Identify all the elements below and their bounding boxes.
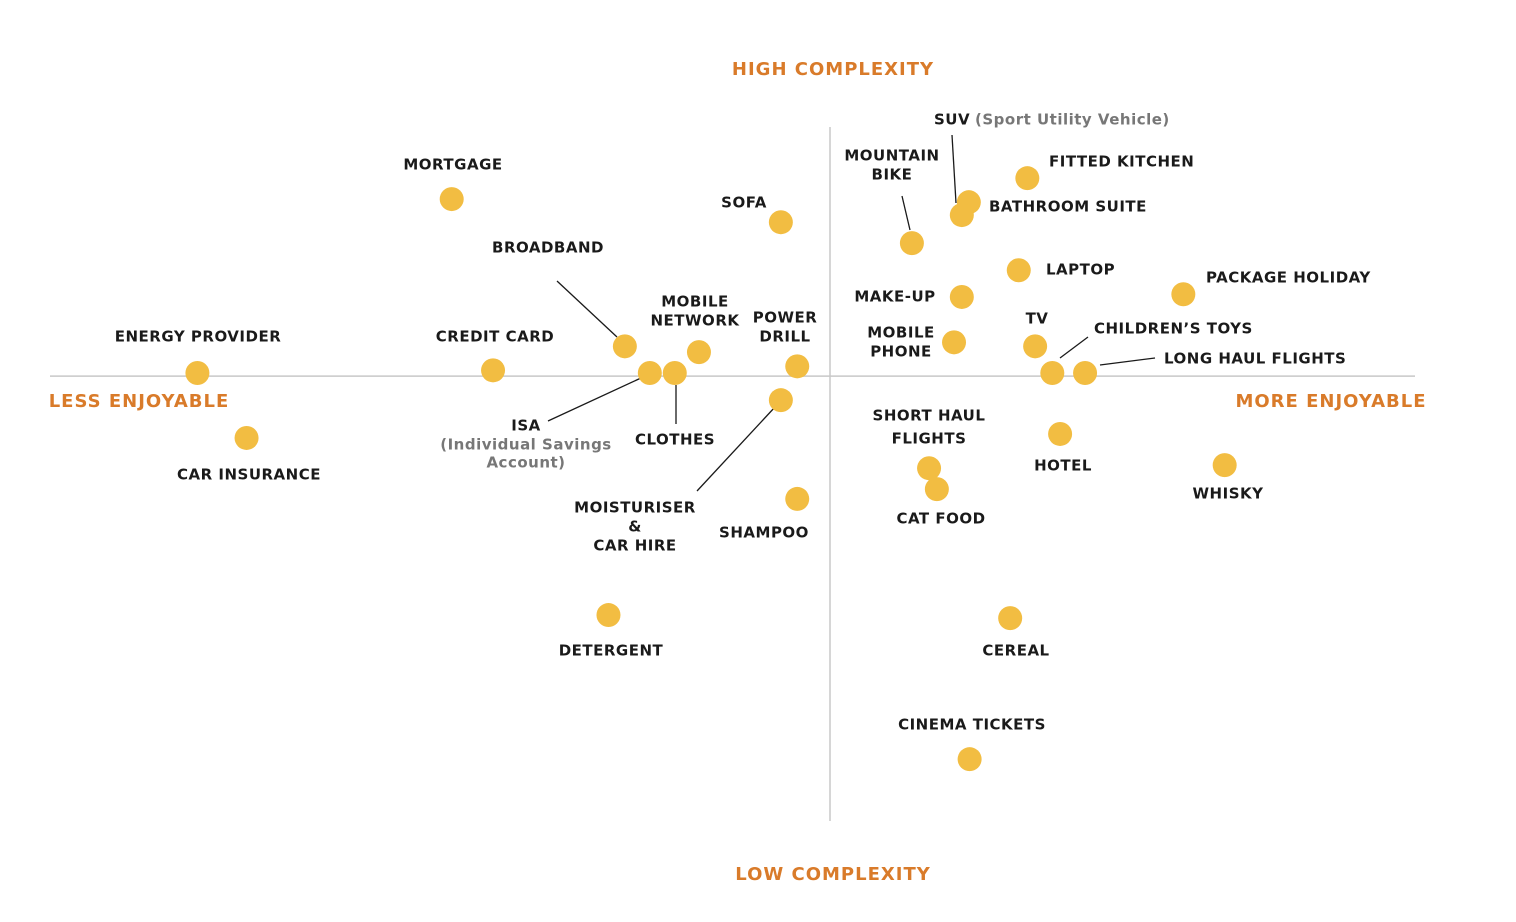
point <box>1212 453 1237 478</box>
point-label: PHONE <box>870 343 932 361</box>
leader-line <box>556 280 618 338</box>
point <box>998 606 1023 631</box>
point-label: MORTGAGE <box>403 156 502 174</box>
point-label: MOBILE <box>661 293 729 311</box>
point-label: LAPTOP <box>1046 261 1115 279</box>
point <box>1023 334 1048 359</box>
point-label: & <box>628 518 642 536</box>
point <box>596 603 621 628</box>
point <box>234 425 259 450</box>
point <box>899 231 924 256</box>
point-label: SUV <box>934 111 970 129</box>
x-axis-low: LESS ENJOYABLE <box>49 391 230 412</box>
leader-line <box>696 406 776 492</box>
point <box>185 361 210 386</box>
point-label: MOBILE <box>867 324 935 342</box>
point-label: TV <box>1026 310 1049 328</box>
point <box>917 456 942 481</box>
point-label: (Sport Utility Vehicle) <box>975 111 1170 129</box>
point <box>785 354 810 379</box>
y-axis-low: LOW COMPLEXITY <box>735 864 931 885</box>
point-label: POWER <box>753 309 818 327</box>
point <box>612 334 637 359</box>
point-label: SOFA <box>721 194 767 212</box>
point-label: CAR INSURANCE <box>177 466 321 484</box>
point <box>439 187 464 212</box>
point-label: CLOTHES <box>635 431 715 449</box>
point <box>924 477 949 502</box>
point-label: MAKE-UP <box>854 288 935 306</box>
point <box>686 340 711 365</box>
leader-line <box>1099 357 1156 366</box>
point <box>1171 282 1196 307</box>
point-label: CINEMA TICKETS <box>898 716 1046 734</box>
point-label: DRILL <box>759 328 810 346</box>
point <box>768 388 793 413</box>
point-label: PACKAGE HOLIDAY <box>1206 269 1371 287</box>
point <box>957 747 982 772</box>
point-label: Account) <box>486 454 565 472</box>
point-label: ISA <box>511 417 541 435</box>
point-label: CREDIT CARD <box>436 328 554 346</box>
point <box>1015 166 1040 191</box>
point-label: NETWORK <box>650 312 740 330</box>
point-label: HOTEL <box>1034 457 1092 475</box>
point-label: FITTED KITCHEN <box>1049 153 1194 171</box>
point-label: WHISKY <box>1193 485 1265 503</box>
leader-line <box>951 134 957 204</box>
point-label: CHILDREN’S TOYS <box>1094 320 1253 338</box>
point <box>662 361 687 386</box>
point-label: CAR HIRE <box>593 537 676 555</box>
leader-line <box>901 195 911 231</box>
point <box>1048 421 1073 446</box>
x-axis-high: MORE ENJOYABLE <box>1235 391 1426 412</box>
leader-line <box>547 377 642 422</box>
point-label: MOUNTAIN <box>844 147 939 165</box>
point-label: LONG HAUL FLIGHTS <box>1164 350 1346 368</box>
point <box>481 358 506 383</box>
point-label: ENERGY PROVIDER <box>115 328 282 346</box>
point <box>768 210 793 235</box>
point <box>942 330 967 355</box>
point-label: BIKE <box>872 166 913 184</box>
y-axis-high: HIGH COMPLEXITY <box>732 59 934 80</box>
point-label: SHORT HAUL <box>873 407 986 425</box>
point <box>637 361 662 386</box>
point-label: MOISTURISER <box>574 499 696 517</box>
point-label: FLIGHTS <box>892 430 967 448</box>
point <box>949 203 974 228</box>
point-label: CAT FOOD <box>896 510 985 528</box>
point-label: CEREAL <box>982 642 1049 660</box>
leader-line <box>1059 336 1089 359</box>
point <box>785 486 810 511</box>
point-label: DETERGENT <box>559 642 664 660</box>
point <box>1006 258 1031 283</box>
point-label: SHAMPOO <box>719 524 809 542</box>
point-label: BROADBAND <box>492 239 604 257</box>
point-label: BATHROOM SUITE <box>989 198 1147 216</box>
point <box>949 284 974 309</box>
point <box>1040 361 1065 386</box>
point-label: (Individual Savings <box>440 436 612 454</box>
point <box>1073 361 1098 386</box>
